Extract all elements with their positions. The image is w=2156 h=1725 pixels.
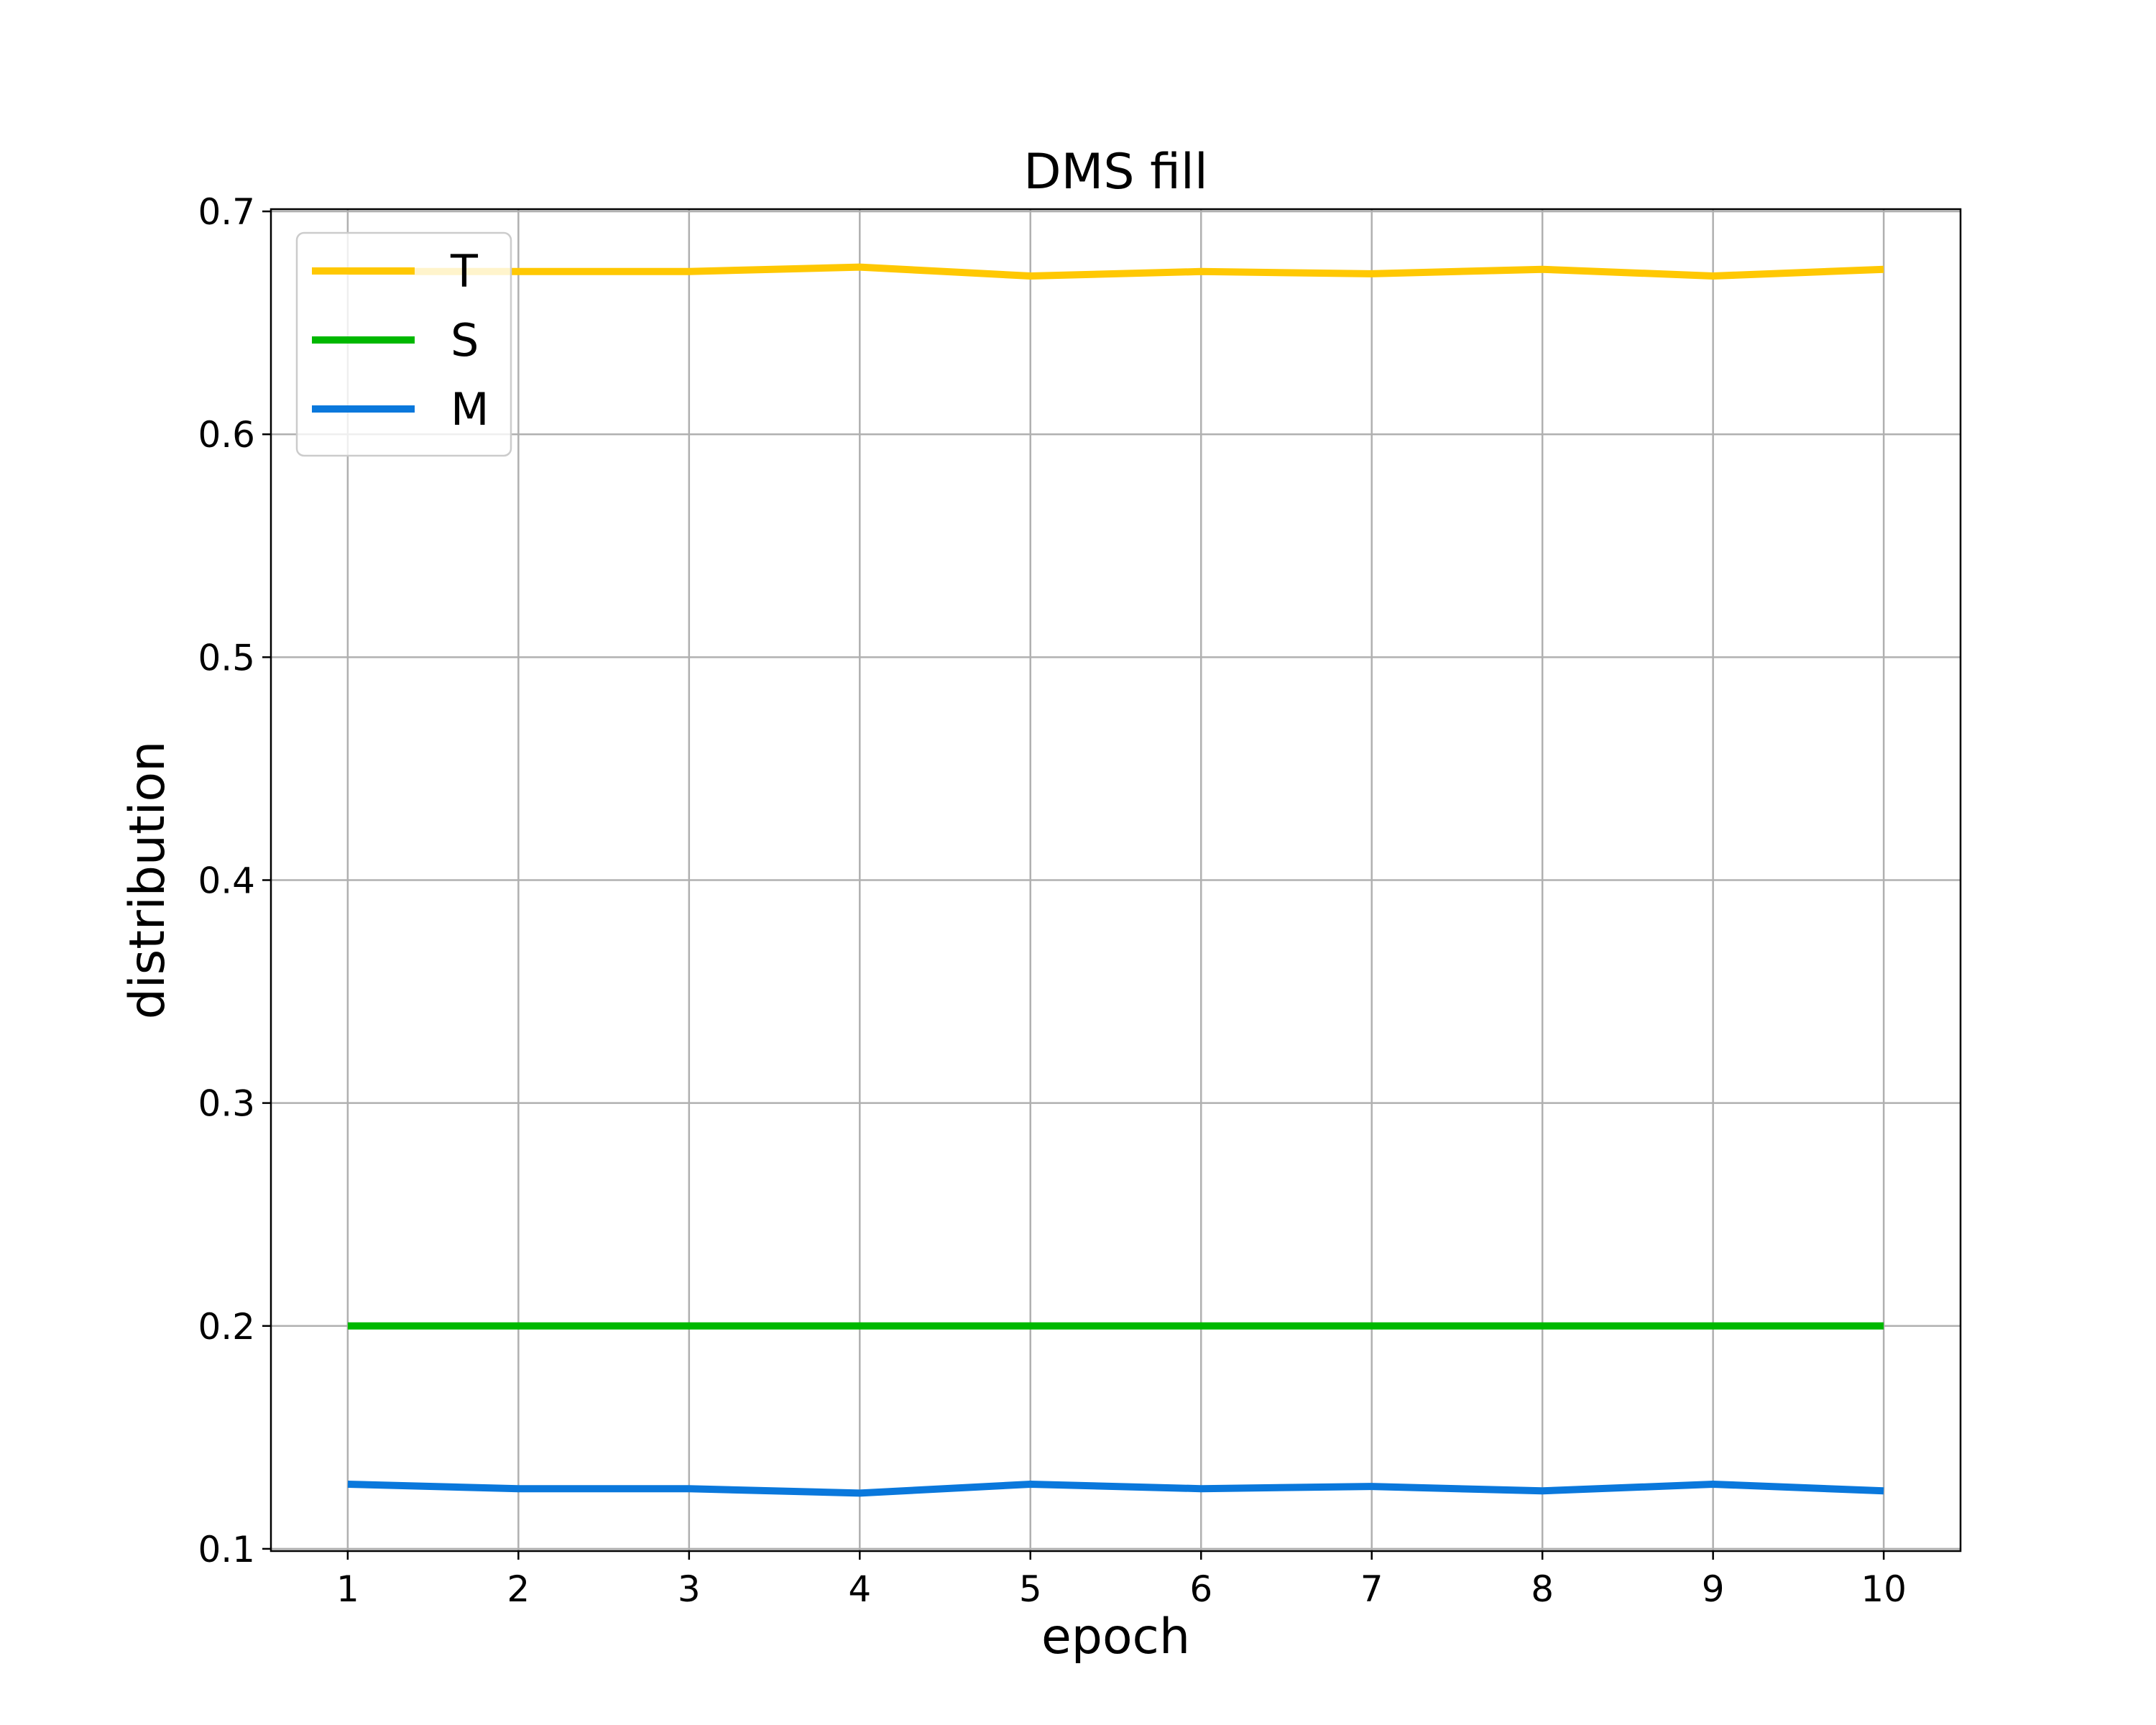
x-tick-label: 3	[678, 1568, 701, 1610]
series-line-m	[347, 1481, 1884, 1497]
x-tick-label: 1	[336, 1568, 359, 1610]
series-line-t	[347, 263, 1884, 280]
y-tick-label: 0.3	[198, 1083, 255, 1125]
y-tick-label: 0.7	[198, 191, 255, 233]
legend-label-t: T	[450, 245, 479, 298]
legend: TSM	[295, 231, 512, 457]
x-tick-label: 10	[1861, 1568, 1907, 1610]
grid	[271, 209, 1961, 1551]
legend-label-s: S	[451, 314, 479, 367]
x-tick-label: 7	[1360, 1568, 1383, 1610]
y-tick-label: 0.1	[198, 1529, 255, 1570]
y-tick-label: 0.6	[198, 414, 255, 456]
series-lines	[347, 263, 1884, 1497]
x-tick-label: 6	[1189, 1568, 1212, 1610]
x-axis-label: epoch	[1041, 1609, 1190, 1665]
ticks: 1 2 3 4 5 6 7 8 9 10 0.1 0.2 0.3 0.4 0.5 0.6 0.7	[198, 191, 1906, 1610]
legend-label-m: M	[451, 383, 489, 436]
y-tick-label: 0.4	[198, 860, 255, 902]
y-tick-label: 0.5	[198, 637, 255, 678]
x-tick-label: 8	[1531, 1568, 1554, 1610]
chart-title: DMS fill	[1023, 144, 1207, 201]
x-tick-label: 5	[1019, 1568, 1042, 1610]
x-tick-label: 2	[507, 1568, 530, 1610]
x-tick-label: 4	[848, 1568, 871, 1610]
x-tick-label: 9	[1702, 1568, 1725, 1610]
y-axis-label: distribution	[119, 741, 176, 1020]
legend-box	[295, 231, 512, 457]
y-tick-label: 0.2	[198, 1306, 255, 1348]
